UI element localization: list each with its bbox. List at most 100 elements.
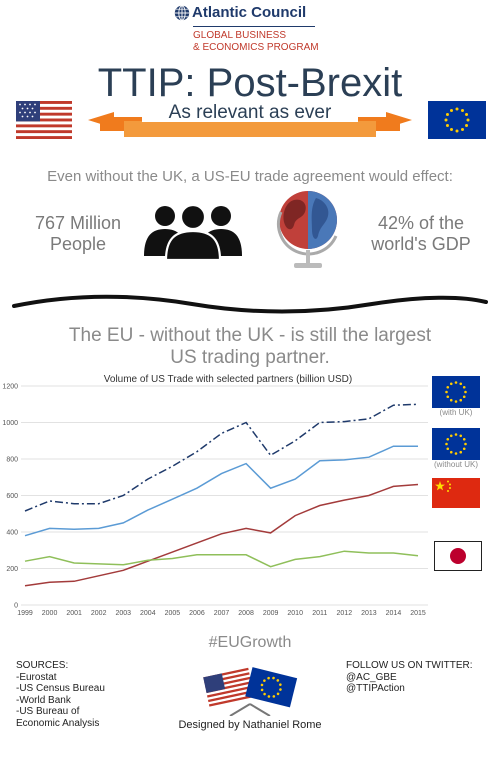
world-icon: [277, 191, 338, 268]
eu-star: [267, 676, 270, 680]
designer-credit: Designed by Nathaniel Rome: [178, 719, 322, 731]
eu-star: [462, 447, 466, 451]
x-tick-label: 1999: [17, 610, 33, 617]
eu-flag-icon: [428, 101, 486, 139]
x-tick-label: 2014: [386, 610, 402, 617]
eu-star: [263, 679, 266, 682]
twitter-handle-ttip[interactable]: @TTIPAction: [346, 683, 405, 694]
eu-star: [455, 107, 459, 111]
eu-star: [445, 442, 448, 446]
eu-star: [459, 450, 463, 454]
section-title-line-1: The EU - without the UK - is still the l…: [68, 325, 432, 346]
eu-star: [462, 395, 466, 399]
legend-eu-flag-without-uk: [432, 428, 480, 460]
eu-star: [465, 113, 469, 116]
org-name: Atlantic Council: [192, 4, 307, 21]
eu-star: [272, 695, 276, 698]
y-tick-label: 1000: [2, 420, 18, 427]
population-stat: 767 Million People: [18, 213, 138, 255]
trade-line-chart: Volume of US Trade with selected partner…: [2, 374, 428, 617]
legend-eu-flag-with-uk: [432, 376, 480, 408]
eu-star: [445, 113, 449, 116]
y-tick-label: 1200: [2, 384, 18, 391]
x-tick-label: 2013: [361, 610, 377, 617]
eu-star: [449, 398, 453, 402]
y-tick-label: 200: [6, 566, 18, 573]
x-tick-label: 2007: [214, 610, 230, 617]
eu-star: [260, 688, 264, 692]
section-title-line-2: US trading partner.: [170, 347, 330, 368]
subtitle: As relevant as ever: [168, 102, 332, 123]
legend-japan-flag: [434, 541, 482, 571]
header-divider: [193, 26, 315, 27]
legend-china-flag: [432, 478, 480, 508]
eu-star: [459, 434, 463, 438]
ribbon-banner: [88, 100, 412, 137]
population-stat-line-1: 767 Million: [34, 213, 122, 233]
eu-star: [454, 381, 458, 384]
eu-star: [449, 382, 453, 386]
chart-title: Volume of US Trade with selected partner…: [104, 374, 352, 385]
x-tick-label: 2011: [312, 610, 327, 617]
gdp-stat-line-1: 42% of the: [377, 213, 465, 233]
eu-star: [276, 679, 280, 682]
eu-star: [444, 118, 448, 122]
x-tick-label: 2015: [410, 610, 426, 617]
source-item: -World Bank: [16, 694, 71, 706]
gdp-stat: 42% of the world's GDP: [357, 213, 485, 255]
x-tick-label: 2010: [287, 610, 303, 617]
crossed-flags-icon: [203, 667, 298, 716]
eu-star: [464, 442, 467, 446]
source-item: -Eurostat: [16, 671, 57, 683]
eu-star: [459, 382, 463, 386]
population-stat-line-2: People: [49, 234, 107, 254]
eu-star: [272, 676, 275, 680]
x-tick-label: 2001: [66, 610, 82, 617]
program-line-2: & ECONOMICS PROGRAM: [193, 42, 319, 53]
twitter-handle-gbe[interactable]: @AC_GBE: [346, 671, 397, 683]
sources-heading: SOURCES:: [16, 660, 69, 671]
x-tick-label: 2002: [91, 610, 107, 617]
eu-star: [454, 400, 458, 403]
legend-label-without-uk: (without UK): [433, 460, 478, 469]
eu-star: [461, 128, 464, 132]
wave-divider: [12, 294, 488, 314]
eu-star: [445, 124, 449, 127]
globe-icon: [174, 5, 190, 21]
eu-star: [461, 108, 464, 112]
source-item: -US Census Bureau: [16, 683, 105, 694]
eu-star: [445, 390, 448, 394]
eu-star: [454, 433, 458, 436]
legend-label-with-uk: (with UK): [439, 408, 473, 417]
eu-star: [450, 108, 453, 112]
eu-star: [446, 395, 450, 399]
x-tick-label: 2000: [42, 610, 58, 617]
series-line-1: [24, 445, 418, 537]
eu-star: [449, 434, 453, 438]
eu-star: [449, 450, 453, 454]
eu-star: [279, 688, 282, 691]
eu-star: [462, 385, 466, 389]
x-tick-label: 2008: [238, 610, 254, 617]
eu-star: [450, 128, 453, 132]
x-tick-label: 2012: [337, 610, 353, 617]
eu-star: [454, 452, 458, 455]
series-line-0: [24, 403, 419, 512]
eu-star: [446, 385, 450, 389]
eu-star: [260, 683, 264, 687]
eu-star: [459, 398, 463, 402]
eu-star: [465, 124, 469, 127]
x-tick-label: 2009: [263, 610, 279, 617]
follow-heading: FOLLOW US ON TWITTER:: [346, 660, 473, 671]
x-tick-label: 2003: [115, 610, 131, 617]
y-tick-label: 800: [6, 457, 18, 464]
eu-star: [279, 683, 282, 686]
x-tick-label: 2005: [165, 610, 181, 617]
twitter-follow: FOLLOW US ON TWITTER: @AC_GBE @TTIPActio…: [346, 660, 472, 695]
eu-star: [446, 447, 450, 451]
sources-list: SOURCES: -Eurostat -US Census Bureau -Wo…: [16, 660, 105, 729]
x-tick-label: 2006: [189, 610, 205, 617]
source-item: Economic Analysis: [16, 717, 100, 729]
eu-star: [455, 129, 459, 133]
eu-star: [446, 437, 450, 441]
